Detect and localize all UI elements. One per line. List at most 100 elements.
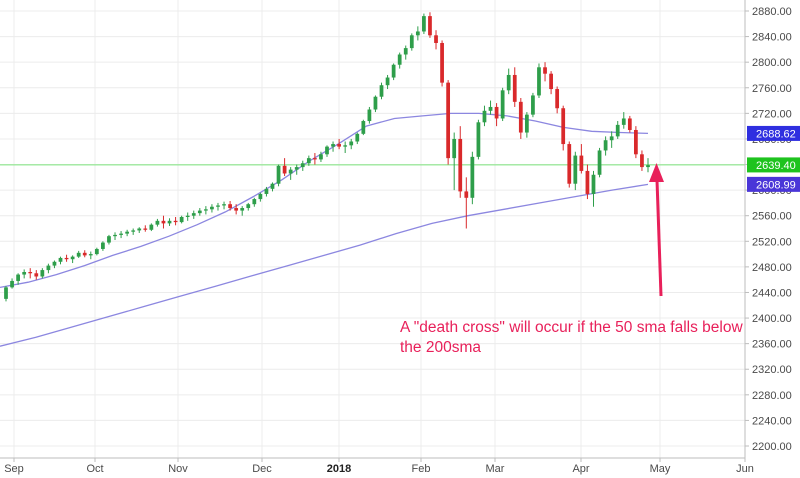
x-tick-label: Feb — [412, 463, 431, 475]
candle-body — [458, 138, 463, 192]
x-tick-label: Sep — [4, 463, 24, 475]
candle-body — [428, 16, 432, 36]
annotation-arrow-layer — [649, 163, 664, 297]
candle-body — [107, 236, 111, 243]
candle-body — [288, 169, 293, 174]
candle-body — [52, 261, 57, 266]
candle-body — [403, 48, 408, 55]
candle-body — [197, 210, 202, 214]
y-tick-label: 2320.00 — [752, 364, 792, 376]
candle-body — [537, 67, 541, 96]
candle-body — [512, 74, 517, 102]
candle-body — [119, 233, 123, 235]
price-label-text: 2608.99 — [756, 179, 796, 191]
price-label: 2639.40 — [747, 157, 800, 173]
x-axis: Sep Oct Nov Dec 2018 Feb Mar Apr May Jun — [4, 458, 754, 475]
candle-body — [64, 257, 69, 260]
candle-body — [409, 35, 414, 49]
candle-body — [294, 167, 299, 170]
candle-body — [603, 140, 608, 151]
candle-body — [343, 145, 348, 147]
candle-body — [46, 265, 51, 271]
annotation-text: A "death cross" will occur if the 50 sma… — [400, 318, 760, 358]
candle-body — [179, 216, 184, 223]
candle-body — [137, 228, 142, 231]
price-label: 2608.99 — [747, 176, 800, 192]
y-tick-label: 2360.00 — [752, 339, 792, 351]
x-tick-label: 2018 — [327, 463, 351, 475]
candle-body — [415, 31, 420, 36]
sma200-layer — [0, 183, 649, 347]
candles-layer — [4, 12, 650, 302]
candle-body — [149, 224, 154, 230]
grid-lines — [0, 0, 746, 458]
y-tick-label: 2480.00 — [752, 262, 792, 274]
candle-body — [476, 122, 481, 157]
candle-body — [446, 82, 451, 159]
candle-body — [470, 156, 475, 198]
candle-body — [488, 106, 493, 111]
candle-body — [543, 67, 547, 74]
candle-body — [306, 158, 311, 164]
candle-body — [276, 165, 281, 184]
y-axis: 2880.002840.002800.002760.002720.002680.… — [0, 0, 792, 459]
candle-body — [579, 155, 584, 171]
y-tick-label: 2880.00 — [752, 6, 792, 18]
candle-body — [270, 183, 275, 189]
candle-body — [191, 213, 196, 216]
price-label-box — [747, 157, 800, 173]
candle-body — [331, 144, 335, 147]
candle-body — [210, 206, 214, 210]
candle-body — [355, 133, 360, 142]
candle-body — [234, 208, 239, 211]
x-tick-label: Jun — [736, 463, 754, 475]
y-tick-label: 2400.00 — [752, 313, 792, 325]
x-tick-label: Mar — [486, 463, 505, 475]
sma50-line — [0, 112, 649, 289]
x-tick-label: Apr — [572, 463, 589, 475]
candle-body — [337, 144, 341, 147]
candle-body — [161, 220, 166, 224]
candle-body — [228, 204, 232, 209]
y-tick-label: 2280.00 — [752, 390, 792, 402]
candle-body — [640, 154, 644, 168]
y-tick-label: 2840.00 — [752, 32, 792, 44]
candle-body — [609, 136, 614, 141]
candle-body — [615, 124, 620, 137]
price-label-box — [747, 176, 800, 192]
candle-body — [101, 242, 105, 249]
candle-body — [40, 270, 45, 277]
candle-body — [22, 272, 27, 275]
candle-body — [385, 77, 390, 86]
candle-body — [203, 209, 208, 211]
candle-body — [34, 273, 39, 277]
y-tick-label: 2760.00 — [752, 83, 792, 95]
candle-body — [646, 165, 650, 168]
y-tick-label: 2800.00 — [752, 57, 792, 69]
candle-body — [282, 165, 287, 174]
candle-body — [567, 144, 572, 184]
candle-body — [597, 150, 602, 175]
candle-body — [16, 274, 20, 281]
candle-body — [264, 188, 269, 194]
candle-body — [506, 74, 511, 91]
candle-body — [422, 16, 426, 32]
y-tick-label: 2520.00 — [752, 236, 792, 248]
candle-body — [349, 141, 354, 146]
candle-body — [113, 234, 117, 237]
candle-body — [155, 220, 160, 225]
sma200-line — [0, 183, 649, 347]
candle-body — [585, 170, 590, 194]
candle-body — [28, 272, 33, 274]
y-tick-label: 2240.00 — [752, 415, 792, 427]
price-label-text: 2688.62 — [756, 128, 796, 140]
candle-body — [440, 42, 444, 83]
candle-body — [216, 205, 220, 207]
candle-body — [319, 154, 323, 160]
price-label-box — [747, 125, 800, 141]
candle-body — [452, 138, 457, 159]
x-tick-label: May — [650, 463, 671, 475]
candle-body — [518, 101, 523, 133]
annotation-line-2: the 200sma — [400, 339, 481, 356]
